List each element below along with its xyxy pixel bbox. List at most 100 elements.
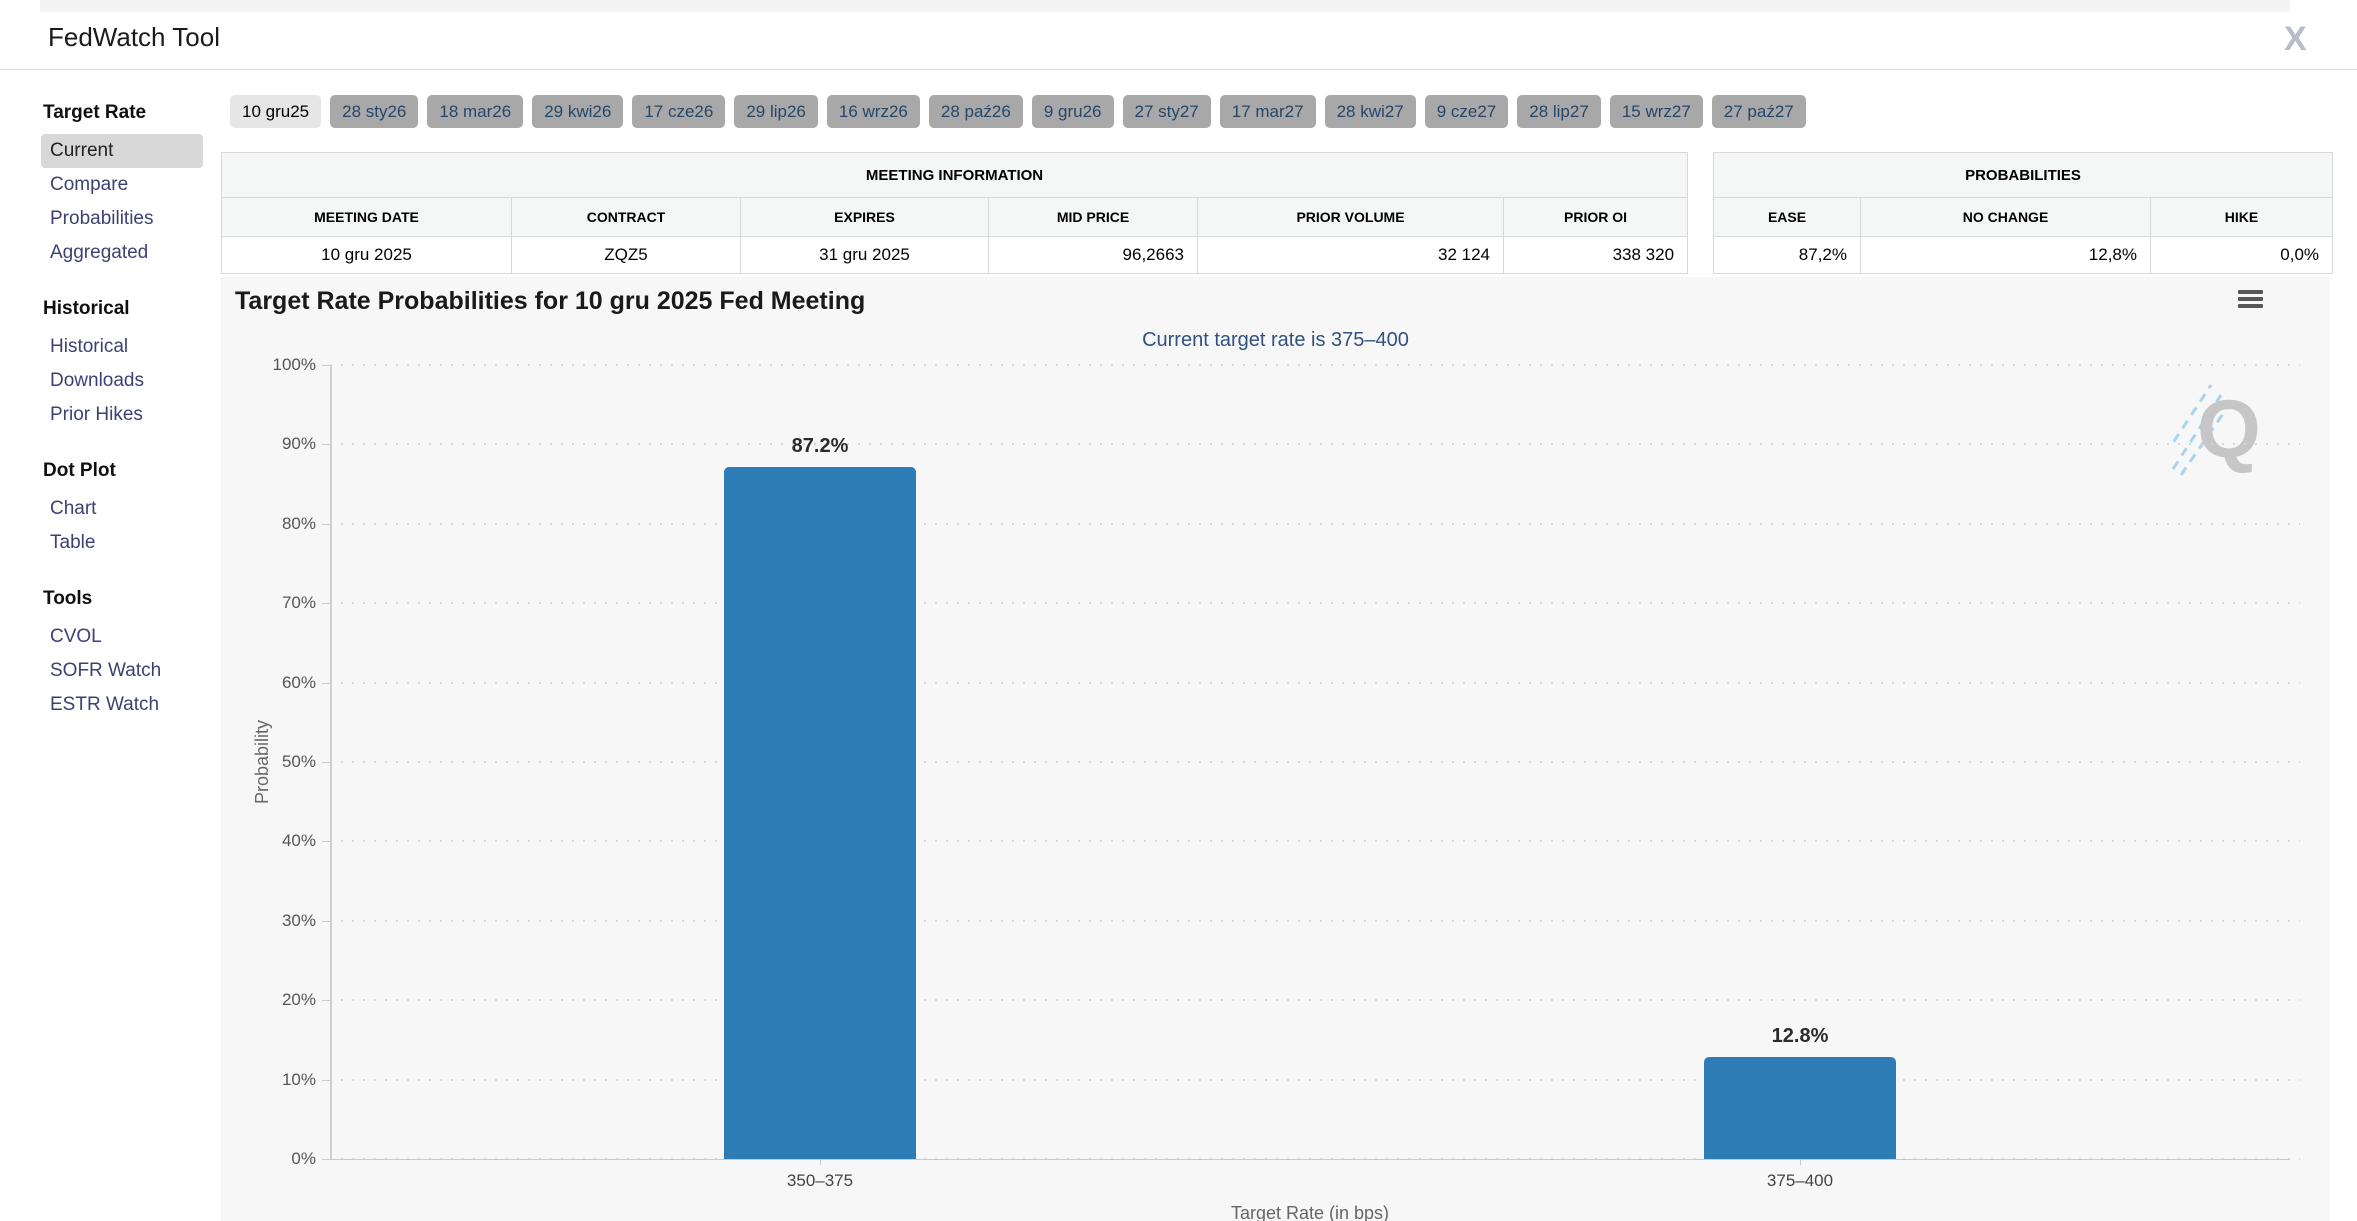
probabilities-table: PROBABILITIES EASE NO CHANGE HIKE 87,2% 12,8%… [1712, 152, 2334, 274]
cell-no-change: 12,8% [1860, 236, 2151, 274]
y-axis-label: 40% [281, 831, 316, 851]
x-axis-category-label: 350–375 [786, 1171, 854, 1190]
tab-28-lip27[interactable]: 28 lip27 [1517, 95, 1601, 128]
gridline-100% [330, 364, 2300, 366]
sidebar-item-prior-hikes[interactable]: Prior Hikes [50, 404, 143, 425]
y-tick [322, 1000, 330, 1002]
column-header-prior-volume: PRIOR VOLUME [1197, 197, 1504, 237]
cell-hike: 0,0% [2149, 236, 2334, 274]
y-tick [322, 523, 330, 525]
x-axis-title: Target Rate (in bps) [1230, 1203, 1390, 1221]
chart-subtitle: Current target rate is 375–400 [1142, 329, 1409, 351]
tab-9-gru26[interactable]: 9 gru26 [1031, 95, 1114, 128]
y-tick [322, 603, 330, 605]
sidebar-item-aggregated[interactable]: Aggregated [50, 242, 149, 263]
gridline-80% [330, 522, 2300, 525]
column-header-ease: EASE [1713, 197, 1861, 237]
sidebar-item-compare[interactable]: Compare [50, 174, 129, 195]
tab-28-sty26[interactable]: 28 sty26 [330, 95, 419, 128]
meeting-date-tabs: 10 gru25 28 sty26 18 mar26 29 kwi26 17 cze26… [230, 95, 1806, 128]
gridline-10% [330, 1078, 2300, 1081]
tab-18-mar26[interactable]: 18 mar26 [427, 95, 524, 128]
tab-17-cze26[interactable]: 17 cze26 [632, 95, 726, 128]
tab-16-wrz26[interactable]: 16 wrz26 [826, 95, 920, 128]
gridline-20% [330, 999, 2300, 1002]
tab-29-kwi26[interactable]: 29 kwi26 [532, 95, 624, 128]
sidebar-item-cvol[interactable]: CVOL [50, 626, 102, 647]
sidebar-item-sofr-watch[interactable]: SOFR Watch [50, 660, 162, 681]
chart-title: Target Rate Probabilities for 10 gru 202… [235, 287, 866, 315]
y-tick [322, 1079, 330, 1081]
tab-15-wrz27[interactable]: 15 wrz27 [1609, 95, 1703, 128]
column-header-meeting-date: MEETING DATE [221, 197, 512, 237]
tab-28-kwi27[interactable]: 28 kwi27 [1324, 95, 1416, 128]
gridline-30% [330, 919, 2300, 922]
sidebar-item-chart[interactable]: Chart [50, 498, 97, 519]
sidebar-item-downloads[interactable]: Downloads [50, 370, 144, 391]
y-tick [322, 365, 330, 366]
tab-29-lip26[interactable]: 29 lip26 [734, 95, 818, 128]
x-tick [1800, 1159, 1801, 1165]
page-title: FedWatch Tool [48, 22, 220, 52]
header-divider [0, 69, 2357, 70]
column-header-expires: EXPIRES [740, 197, 989, 237]
sidebar-item-current[interactable]: Current [41, 134, 203, 168]
y-tick [322, 1159, 330, 1160]
column-header-no-change: NO CHANGE [1860, 197, 2151, 237]
sidebar-item-probabilities[interactable]: Probabilities [50, 208, 154, 229]
sidebar-heading-dot-plot: Dot Plot [43, 460, 116, 481]
y-axis-label: 0% [291, 1149, 316, 1168]
y-tick [322, 682, 330, 684]
y-axis-label: 100% [272, 355, 316, 374]
sidebar-heading-target-rate: Target Rate [43, 102, 147, 123]
x-tick [820, 1159, 821, 1165]
sidebar-heading-tools: Tools [43, 588, 93, 609]
x-axis-category-label: 375–400 [1766, 1171, 1834, 1190]
gridline-60% [330, 681, 2300, 684]
tab-27-sty27[interactable]: 27 sty27 [1122, 95, 1211, 128]
tab-28-pa-26[interactable]: 28 paź26 [928, 95, 1023, 128]
cell-meeting-date: 10 gru 2025 [221, 236, 512, 274]
probability-bar-375-400[interactable] [1704, 1057, 1896, 1159]
gridline-90% [330, 443, 2300, 446]
y-tick [322, 920, 330, 922]
tab-17-mar27[interactable]: 17 mar27 [1219, 95, 1316, 128]
cell-prior-oi: 338 320 [1502, 236, 1689, 274]
bar-value-label: 87.2% [791, 434, 849, 457]
svg-text:Q: Q [2197, 384, 2261, 475]
y-axis-line [330, 365, 332, 1159]
tab-27-pa-27[interactable]: 27 paź27 [1711, 95, 1806, 128]
quikstrike-watermark-icon: Q [2171, 384, 2261, 476]
x-share-icon[interactable]: X [2284, 20, 2307, 58]
y-axis-label: 90% [281, 434, 316, 454]
column-header-prior-oi: PRIOR OI [1502, 197, 1689, 237]
top-strip [40, 0, 2290, 12]
column-header-hike: HIKE [2149, 197, 2334, 237]
sidebar-item-estr-watch[interactable]: ESTR Watch [50, 694, 160, 715]
sidebar-heading-historical: Historical [43, 298, 130, 319]
y-axis-label: 50% [281, 752, 316, 771]
sidebar: Target Rate Current Compare Probabilities Ag… [0, 96, 219, 722]
y-axis-label: 10% [281, 1069, 316, 1089]
cell-prior-volume: 32 124 [1197, 236, 1504, 274]
y-tick [322, 841, 330, 843]
tab-10-gru25[interactable]: 10 gru25 [230, 95, 322, 128]
column-header-mid-price: MID PRICE [988, 197, 1198, 237]
tab-9-cze27[interactable]: 9 cze27 [1424, 95, 1509, 128]
meeting-information-table: MEETING INFORMATION MEETING DATE CONTRACT E… [220, 152, 1689, 274]
chart-menu-hamburger-icon[interactable] [2238, 290, 2263, 311]
sidebar-item-table[interactable]: Table [50, 532, 96, 553]
cell-contract: ZQZ5 [511, 236, 741, 274]
gridline-40% [330, 840, 2300, 843]
sidebar-item-historical[interactable]: Historical [50, 336, 129, 357]
bar-value-label: 12.8% [1771, 1025, 1829, 1048]
probabilities-caption: PROBABILITIES [1712, 152, 2334, 198]
y-axis-label: 80% [281, 513, 316, 533]
probability-bar-350-375[interactable] [724, 466, 916, 1159]
x-axis-line [330, 1159, 2290, 1160]
y-tick [322, 762, 330, 763]
y-tick [322, 444, 330, 446]
cell-expires: 31 gru 2025 [740, 236, 989, 274]
target-rate-probability-chart: Target Rate Probabilities for 10 gru 202… [221, 277, 2330, 1221]
y-axis-label: 30% [281, 910, 316, 930]
